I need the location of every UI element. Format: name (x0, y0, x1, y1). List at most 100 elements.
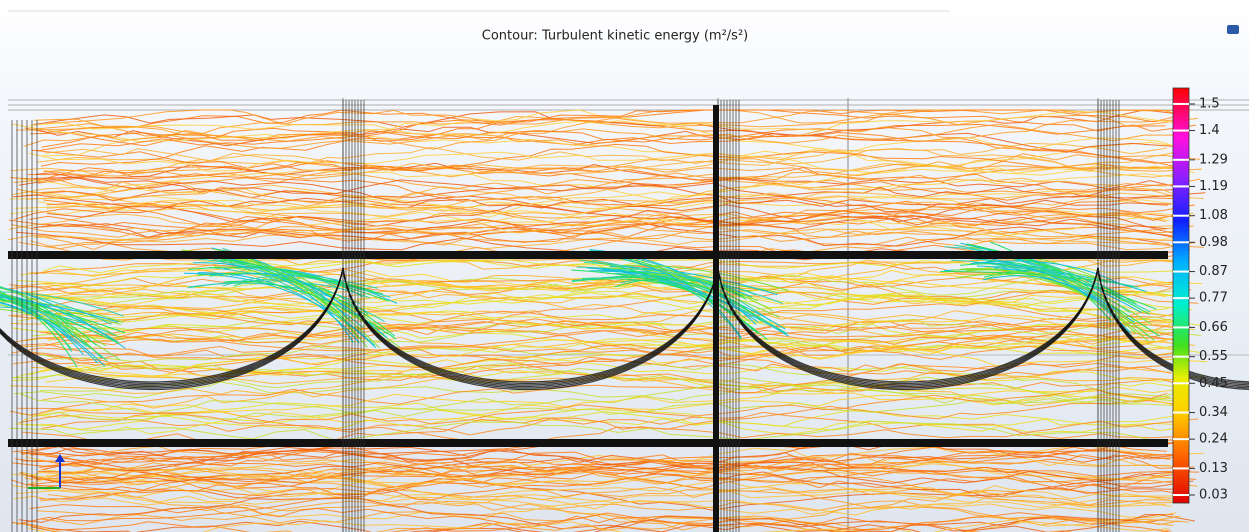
colorbar-label: 0.24 (1199, 432, 1228, 447)
streamline (586, 267, 789, 337)
streamline (18, 162, 1179, 190)
plate (8, 251, 1168, 259)
streamline (18, 286, 1181, 309)
streamline (29, 504, 1174, 532)
streamline (21, 273, 1183, 301)
streamline (11, 334, 1171, 362)
streamline (40, 467, 1171, 509)
streamline (43, 153, 1201, 180)
streamline (44, 327, 1189, 346)
streamline (0, 286, 102, 334)
colorbar-label: 0.55 (1199, 349, 1228, 364)
blade (1097, 267, 1249, 384)
streamline (11, 181, 1171, 215)
colorbar-label: 0.66 (1199, 320, 1228, 335)
streamline (29, 457, 1194, 488)
blade (717, 267, 1099, 391)
streamline (15, 402, 1190, 431)
blade (1097, 267, 1249, 389)
streamline (17, 161, 1203, 204)
plot-title: Contour: Turbulent kinetic energy (m²/s²… (482, 29, 749, 44)
streamline (30, 231, 1178, 261)
streamline (45, 225, 1195, 248)
blade (342, 267, 719, 386)
streamline (23, 315, 1171, 342)
triad-arrow (55, 454, 65, 462)
plate (8, 439, 1168, 447)
streamline (47, 515, 1178, 532)
streamline (615, 272, 789, 335)
streamline (39, 312, 1171, 339)
streamline (9, 366, 1172, 416)
streamline (16, 466, 1200, 525)
colorbar-ramp (1172, 87, 1190, 504)
streamline (25, 456, 1184, 485)
streamline (609, 266, 778, 296)
blade (1097, 267, 1249, 387)
colorbar-label: 0.34 (1199, 405, 1228, 420)
streamline (0, 294, 97, 346)
streamline (10, 451, 1187, 489)
streamline (40, 157, 1168, 206)
streamline (33, 109, 1187, 137)
streamline (11, 209, 1167, 238)
streamline (0, 302, 99, 364)
streamline (45, 330, 1178, 373)
streamline (41, 195, 1194, 234)
streamline (0, 291, 124, 317)
streamline (0, 306, 116, 336)
streamline (960, 268, 1156, 342)
streamline (583, 261, 784, 304)
toolbar-icon[interactable] (1227, 25, 1239, 34)
streamline (10, 308, 1172, 338)
streamline (24, 345, 1177, 369)
streamline (14, 206, 1188, 260)
blade (717, 267, 1099, 383)
colorbar-label: 0.45 (1199, 376, 1228, 391)
blade (717, 267, 1099, 388)
streamline (12, 290, 1195, 331)
streamline (30, 110, 1182, 136)
streamline (37, 129, 1174, 167)
streamline (30, 109, 1166, 147)
streamline (15, 489, 1177, 519)
streamline (38, 386, 1189, 417)
blade (0, 267, 344, 388)
blade (0, 267, 344, 391)
streamline (31, 123, 1197, 159)
streamline (965, 269, 1152, 325)
blade (717, 267, 1099, 385)
streamline (28, 290, 1193, 323)
blade (342, 267, 719, 389)
colorbar-label: 1.5 (1199, 96, 1220, 111)
streamline (36, 500, 1180, 526)
streamline (39, 472, 1187, 511)
streamline (27, 173, 1195, 216)
streamline (43, 170, 1201, 195)
streamline (231, 273, 352, 314)
post (713, 105, 719, 532)
blade (0, 267, 344, 383)
streamline (19, 445, 1198, 487)
blade (717, 267, 1099, 389)
colorbar-label: 1.4 (1199, 123, 1220, 138)
streamline (11, 444, 1205, 498)
streamline (17, 388, 1168, 425)
streamline (16, 123, 1183, 146)
streamline (10, 143, 1175, 181)
streamline (12, 448, 1171, 478)
streamline (973, 257, 1139, 288)
streamline (0, 290, 72, 350)
streamline (14, 485, 1185, 520)
streamline (26, 177, 1178, 212)
streamline (0, 301, 84, 355)
streamline (10, 289, 1199, 344)
streamline (12, 505, 1189, 532)
streamline (41, 411, 1189, 440)
streamline (0, 297, 108, 362)
streamline (0, 298, 120, 344)
streamline (618, 264, 789, 292)
streamline (37, 160, 1167, 193)
blade (1097, 267, 1249, 390)
